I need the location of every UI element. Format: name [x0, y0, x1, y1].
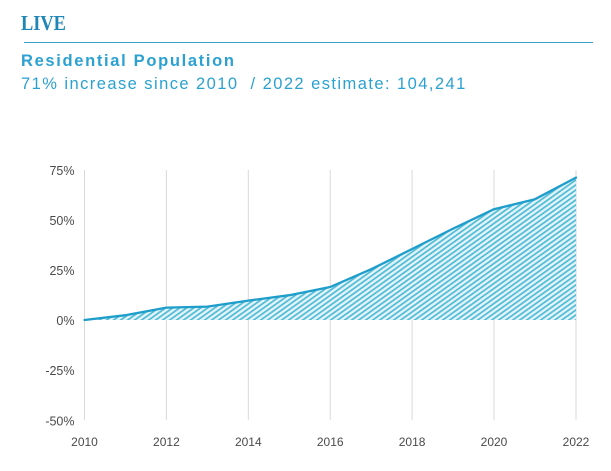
svg-text:50%: 50%: [49, 214, 74, 228]
svg-text:2012: 2012: [153, 435, 180, 449]
svg-text:2020: 2020: [481, 435, 508, 449]
svg-text:75%: 75%: [49, 164, 74, 178]
svg-text:0%: 0%: [56, 314, 74, 328]
svg-text:2018: 2018: [399, 435, 426, 449]
svg-text:-50%: -50%: [45, 414, 74, 428]
svg-text:-25%: -25%: [45, 364, 74, 378]
svg-text:2010: 2010: [71, 435, 98, 449]
svg-text:2014: 2014: [235, 435, 262, 449]
svg-text:2022: 2022: [563, 435, 590, 449]
svg-text:2016: 2016: [317, 435, 344, 449]
svg-text:25%: 25%: [49, 264, 74, 278]
